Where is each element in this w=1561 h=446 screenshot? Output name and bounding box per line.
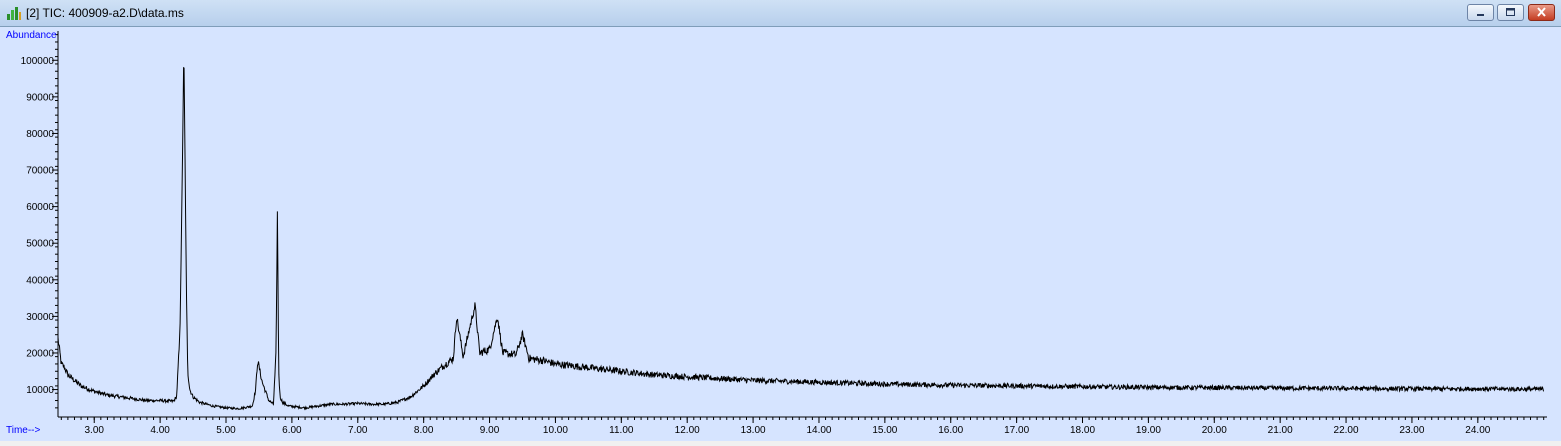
x-tick-label: 11.00 xyxy=(609,425,634,436)
x-tick-label: 7.00 xyxy=(348,425,368,436)
x-tick-label: 19.00 xyxy=(1136,425,1161,436)
y-tick-label: 100000 xyxy=(21,56,55,67)
y-tick-label: 20000 xyxy=(26,348,54,359)
y-axis-label: Abundance xyxy=(6,30,57,41)
minimize-button[interactable] xyxy=(1467,4,1494,21)
x-tick-label: 21.00 xyxy=(1268,425,1293,436)
x-tick-label: 9.00 xyxy=(480,425,500,436)
x-tick-label: 4.00 xyxy=(150,425,170,436)
x-tick-label: 23.00 xyxy=(1399,425,1424,436)
y-tick-label: 40000 xyxy=(26,275,54,286)
x-tick-label: 10.00 xyxy=(543,425,568,436)
y-tick-label: 80000 xyxy=(26,129,54,140)
x-tick-label: 6.00 xyxy=(282,425,302,436)
x-tick-label: 15.00 xyxy=(872,425,897,436)
maximize-icon xyxy=(1506,8,1515,16)
tic-trace xyxy=(57,66,1545,411)
close-button[interactable] xyxy=(1528,4,1555,21)
x-axis-label: Time--> xyxy=(6,425,41,436)
x-tick-label: 16.00 xyxy=(938,425,963,436)
y-tick-label: 50000 xyxy=(26,239,54,250)
y-tick-label: 10000 xyxy=(26,385,54,396)
minimize-icon xyxy=(1477,14,1484,16)
x-tick-label: 17.00 xyxy=(1004,425,1029,436)
maximize-button[interactable] xyxy=(1497,4,1524,21)
plot-area[interactable]: 3.00 4.00 5.00 6.00 7.00 8.00 9.00 10.00 11.00 12… xyxy=(0,27,1561,441)
y-tick-label: 90000 xyxy=(26,92,54,103)
close-icon xyxy=(1537,7,1546,17)
title-bar[interactable]: [2] TIC: 400909-a2.D\data.ms xyxy=(0,0,1561,27)
x-tick-label: 24.00 xyxy=(1465,425,1490,436)
x-tick-label: 14.00 xyxy=(806,425,831,436)
x-tick-label: 5.00 xyxy=(216,425,236,436)
x-tick-label: 8.00 xyxy=(414,425,434,436)
x-tick-label: 13.00 xyxy=(741,425,766,436)
y-tick-label: 60000 xyxy=(26,202,54,213)
x-tick-label: 12.00 xyxy=(675,425,700,436)
y-tick-label: 30000 xyxy=(26,312,54,323)
chromatogram-chart[interactable]: 3.00 4.00 5.00 6.00 7.00 8.00 9.00 10.00 11.00 12… xyxy=(0,27,1561,441)
app-icon xyxy=(7,7,21,20)
y-tick-label: 70000 xyxy=(26,166,54,177)
window-title: [2] TIC: 400909-a2.D\data.ms xyxy=(26,6,184,20)
x-tick-label: 3.00 xyxy=(85,425,105,436)
x-tick-label: 22.00 xyxy=(1334,425,1359,436)
x-tick-label: 20.00 xyxy=(1202,425,1227,436)
x-tick-label: 18.00 xyxy=(1070,425,1095,436)
